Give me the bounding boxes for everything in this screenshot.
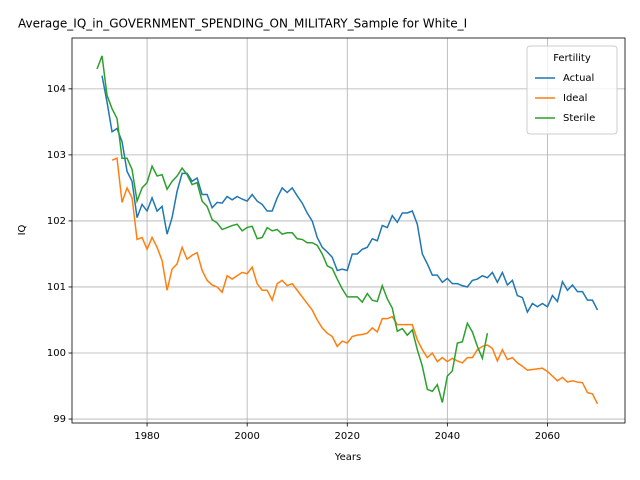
plot-frame <box>71 37 626 424</box>
legend-title: Fertility <box>553 53 591 64</box>
x-tick-label: 2020 <box>335 431 360 442</box>
legend-label: Actual <box>563 73 594 84</box>
legend-box <box>526 45 618 135</box>
x-tick-label: 2060 <box>535 431 560 442</box>
y-tick-label: 102 <box>47 216 66 227</box>
y-tick-label: 99 <box>53 414 66 425</box>
y-axis-label: IQ <box>17 224 28 235</box>
legend-label: Sterile <box>563 113 595 124</box>
x-tick-label: 1980 <box>134 431 159 442</box>
line-series <box>96 55 489 403</box>
y-tick-label: 100 <box>47 348 66 359</box>
y-tick-label: 101 <box>47 282 66 293</box>
line-series <box>111 157 599 405</box>
x-tick-label: 2000 <box>234 431 259 442</box>
y-tick-label: 104 <box>47 84 66 95</box>
x-axis-label: Years <box>334 452 361 463</box>
x-tick-label: 2040 <box>435 431 460 442</box>
chart-title: Average_IQ_in_GOVERNMENT_SPENDING_ON_MIL… <box>18 17 467 31</box>
legend: Fertility Actual Ideal Sterile <box>526 45 618 135</box>
y-tick-label: 103 <box>47 150 66 161</box>
line-series <box>101 75 599 314</box>
legend-label: Ideal <box>563 93 587 104</box>
